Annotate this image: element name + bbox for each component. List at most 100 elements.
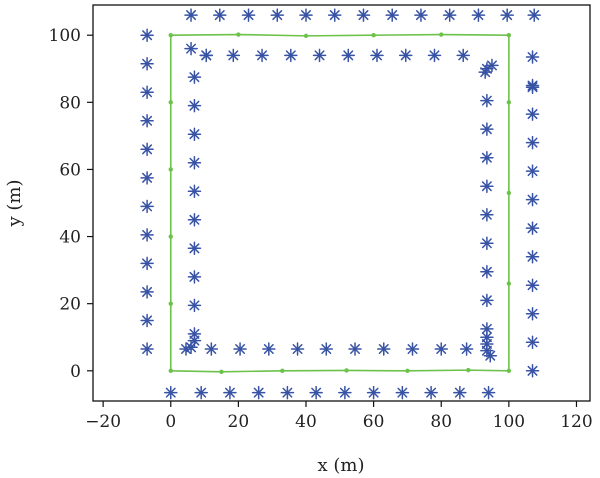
sensor-marker xyxy=(459,342,474,356)
sensor-marker xyxy=(312,48,327,63)
sensor-marker xyxy=(480,343,494,358)
y-tick-label: 40 xyxy=(59,228,81,248)
sensor-marker xyxy=(427,48,442,63)
sensor-marker xyxy=(480,122,494,136)
sensor-marker xyxy=(140,313,154,328)
sensor-marker xyxy=(187,213,202,227)
sensor-marker xyxy=(525,80,540,94)
y-tick-label: 0 xyxy=(70,362,81,382)
sensor-marker xyxy=(525,107,540,121)
sensor-marker xyxy=(233,342,247,356)
sensor-marker xyxy=(481,385,496,400)
y-tick-label: 60 xyxy=(59,160,81,180)
sensor-marker xyxy=(480,293,494,308)
sensor-marker xyxy=(187,98,202,113)
sensor-marker xyxy=(184,8,198,22)
sensor-marker xyxy=(525,192,540,207)
sensor-marker xyxy=(525,221,540,235)
sensor-marker xyxy=(140,171,154,185)
route-point xyxy=(439,32,444,37)
sensor-marker xyxy=(187,155,202,170)
sensor-marker xyxy=(395,385,410,400)
sensor-marker xyxy=(179,342,193,356)
sensor-marker xyxy=(525,249,540,264)
route-point xyxy=(405,368,410,373)
sensor-marker xyxy=(213,8,227,22)
x-axis-ticks: −20 0 20 40 60 80 100 120 xyxy=(85,401,593,432)
sensor-marker xyxy=(480,179,494,193)
sensor-marker xyxy=(187,127,202,141)
sensor-marker xyxy=(241,8,256,22)
sensor-marker xyxy=(309,385,323,400)
route-point xyxy=(168,368,173,373)
sensor-marker xyxy=(385,8,399,22)
sensor-marker xyxy=(140,28,154,42)
sensor-marker xyxy=(525,278,540,292)
x-tick-label: 0 xyxy=(165,412,176,432)
sensor-marker xyxy=(319,342,334,356)
sensor-marker xyxy=(140,256,154,271)
sensor-marker xyxy=(187,184,202,199)
route-point xyxy=(506,33,512,38)
route-point xyxy=(168,234,173,239)
route-point xyxy=(344,368,349,373)
sensor-marker xyxy=(525,306,540,321)
route-point xyxy=(506,368,512,373)
sensor-marker xyxy=(140,285,154,299)
sensor-marker xyxy=(140,85,154,100)
y-tick-label: 80 xyxy=(59,93,81,113)
sensor-marker xyxy=(471,8,486,22)
sensor-marker xyxy=(262,342,276,356)
route-line xyxy=(169,33,510,373)
sensor-marker xyxy=(270,8,285,22)
sensor-marker xyxy=(140,56,154,71)
sensor-marker xyxy=(187,298,202,313)
x-axis-label: x (m) xyxy=(318,455,365,476)
sensor-marker xyxy=(480,93,494,108)
sensor-marker xyxy=(480,265,494,279)
sensor-marker xyxy=(442,8,457,22)
x-tick-label: 120 xyxy=(560,412,592,432)
sensor-marker xyxy=(398,48,413,63)
sensor-marker xyxy=(456,48,470,63)
sensor-marker xyxy=(223,385,237,400)
sensor-marker xyxy=(485,58,499,73)
sensor-marker xyxy=(299,8,313,22)
x-tick-label: 20 xyxy=(228,412,250,432)
x-tick-label: −20 xyxy=(85,412,121,432)
sensor-marker xyxy=(204,342,219,356)
x-tick-label: 40 xyxy=(295,412,317,432)
sensor-marker xyxy=(187,241,202,256)
y-tick-label: 100 xyxy=(49,26,81,46)
route-point xyxy=(506,281,512,286)
sensor-marker xyxy=(527,8,541,22)
sensor-marker xyxy=(341,48,356,63)
sensor-marker xyxy=(164,385,178,400)
sensor-marker xyxy=(480,150,494,165)
sensor-marker xyxy=(140,228,154,242)
sensor-marker xyxy=(424,385,438,400)
route-point xyxy=(303,33,309,39)
route-point xyxy=(168,33,173,38)
sensor-marker xyxy=(184,41,198,56)
route-point xyxy=(168,167,173,172)
sensor-marker xyxy=(500,8,514,22)
route-point xyxy=(236,32,241,37)
sensor-marker xyxy=(255,48,269,63)
sensor-marker xyxy=(405,342,420,356)
sensor-marker xyxy=(525,364,540,378)
y-axis-label: y (m) xyxy=(4,179,25,227)
sensor-marker xyxy=(525,50,540,64)
sensor-marker xyxy=(480,236,494,251)
sensor-marker xyxy=(140,114,154,128)
sensor-marker xyxy=(366,385,381,400)
sensor-marker xyxy=(187,270,202,284)
sensor-marker xyxy=(284,48,298,63)
sensor-marker xyxy=(414,8,428,22)
sensor-marker xyxy=(370,48,384,63)
sensor-marker xyxy=(480,207,494,222)
route-point xyxy=(506,190,512,196)
sensor-marker xyxy=(453,385,467,400)
route-point xyxy=(371,33,376,38)
